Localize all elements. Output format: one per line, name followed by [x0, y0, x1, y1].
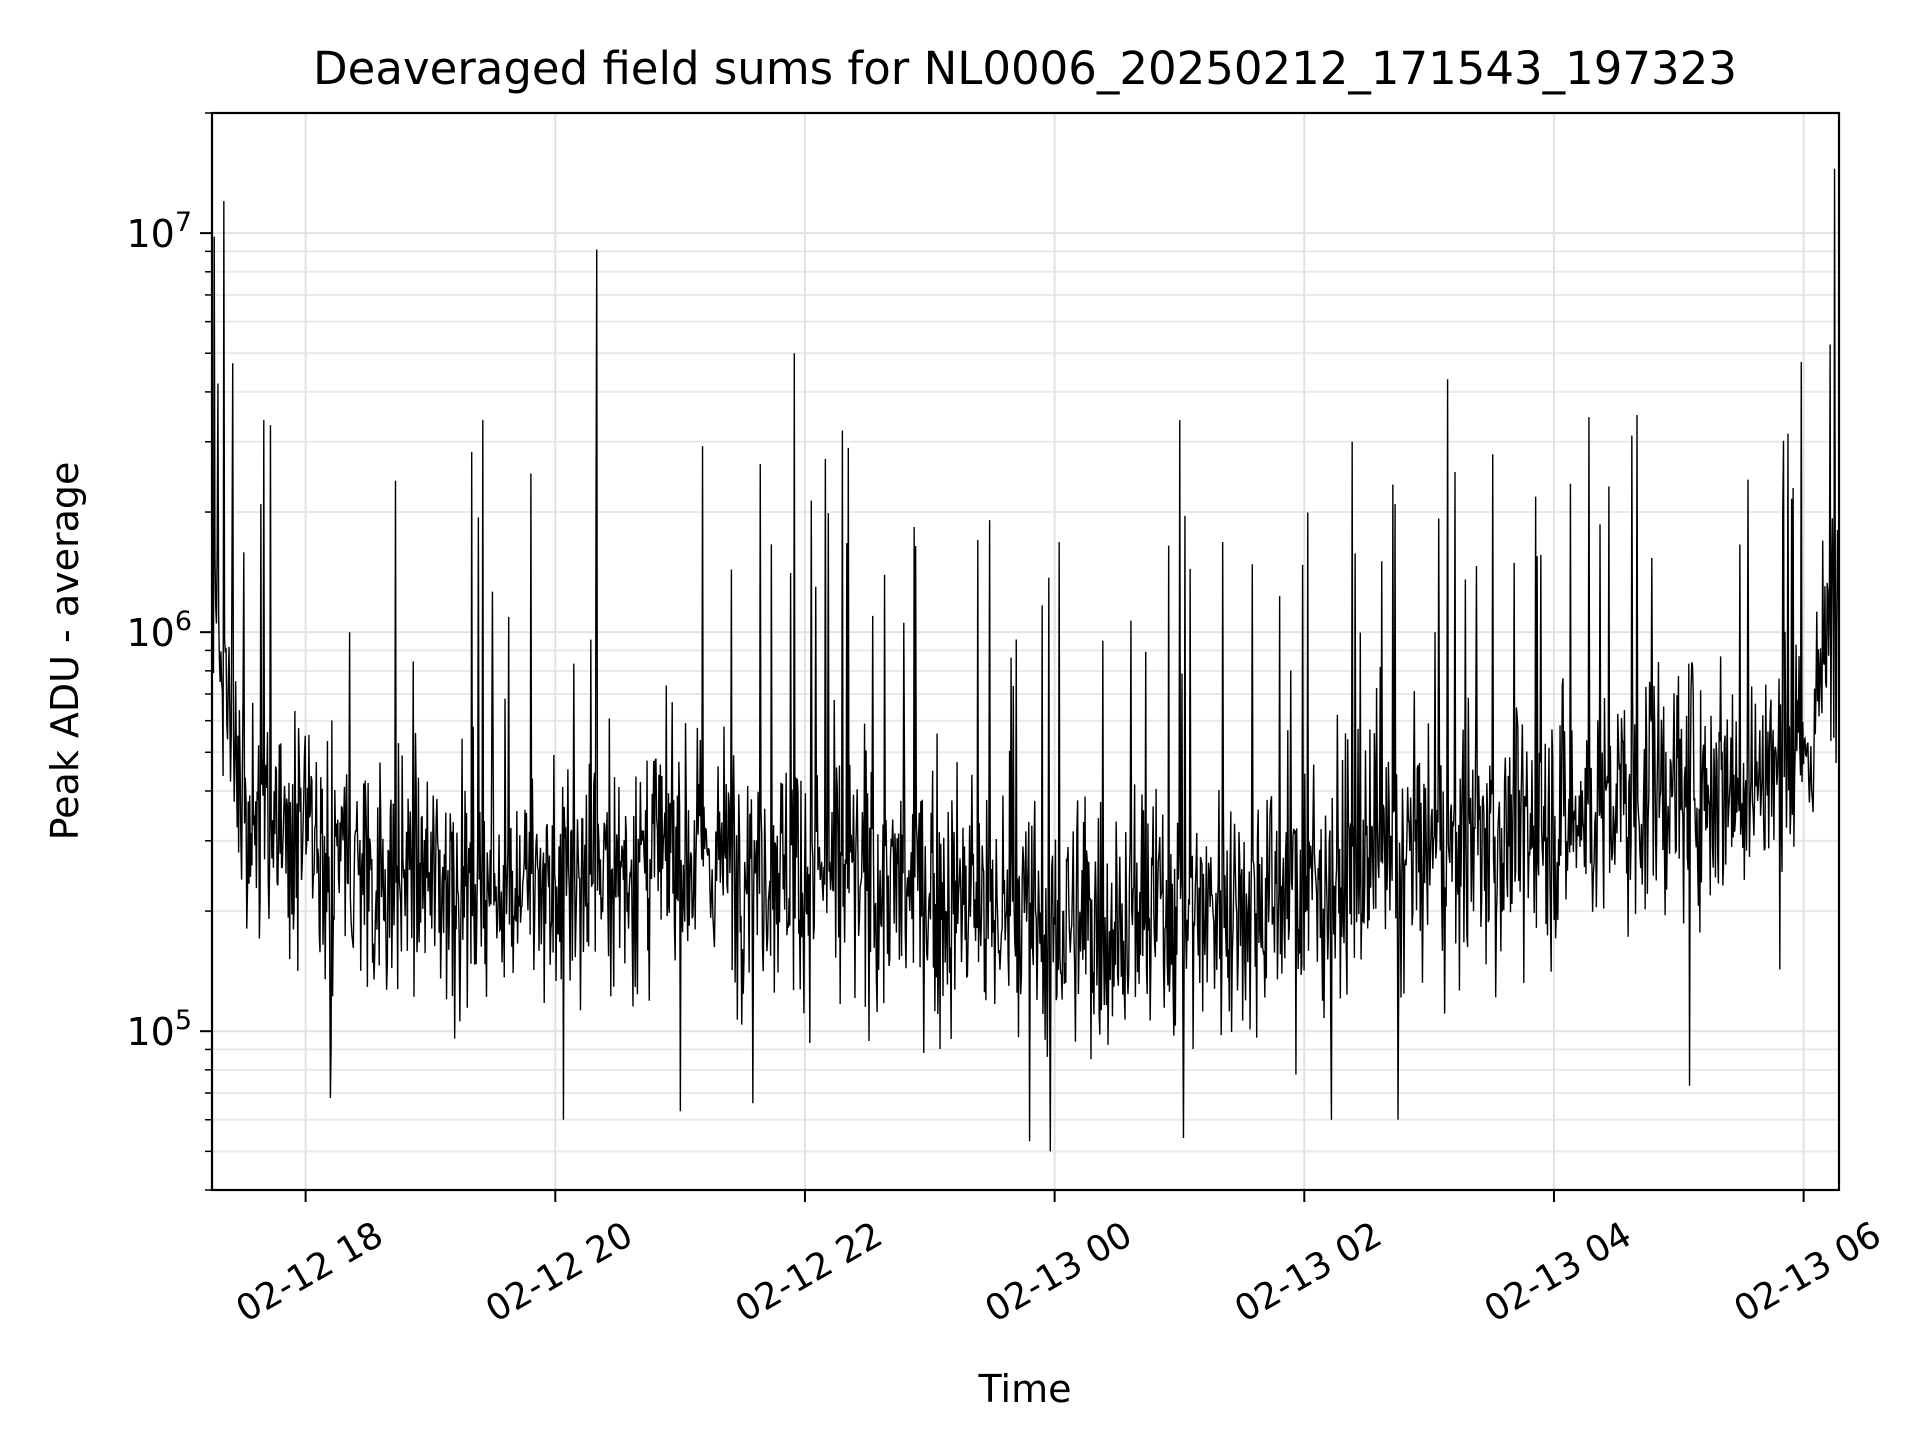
chart-title: Deaveraged field sums for NL0006_2025021… [313, 42, 1737, 95]
y-tick-label: 106 [126, 606, 192, 655]
series-layer [211, 168, 1840, 1152]
y-axis-label: Peak ADU - average [43, 462, 87, 841]
plot-area [210, 111, 1841, 1192]
series-line [211, 168, 1840, 1152]
plot-frame [210, 111, 1841, 1192]
y-tick-label: 107 [126, 207, 192, 256]
plot-background [212, 113, 1839, 1190]
y-axis: 105 106 107 [126, 112, 212, 1191]
y-tick-label: 105 [126, 1005, 192, 1054]
x-axis-label: Time [978, 1367, 1072, 1411]
